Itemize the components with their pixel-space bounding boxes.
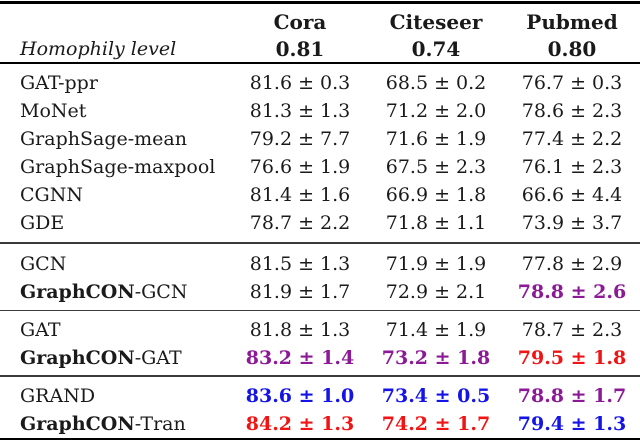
model-name-bold: GraphCON [20, 280, 135, 303]
table-header: Cora Citeseer Pubmed Homophily level 0.8… [0, 4, 640, 62]
score-cell: 83.6 ± 1.0 [245, 384, 355, 407]
top-rule [0, 1, 640, 4]
model-row: CGNN 81.4 ± 1.6 66.9 ± 1.8 66.6 ± 4.4 [0, 181, 640, 209]
model-row: GraphCON-GCN 81.9 ± 1.7 72.9 ± 2.1 78.8 … [0, 278, 640, 306]
model-name-suffix: -GAT [134, 347, 182, 369]
model-name: GraphSage-maxpool [20, 156, 216, 178]
model-row: GraphSage-mean 79.2 ± 7.7 71.6 ± 1.9 77.… [0, 125, 640, 153]
bottom-rule [0, 437, 640, 440]
score-cell: 73.9 ± 3.7 [521, 212, 623, 234]
score-cell: 77.4 ± 2.2 [521, 128, 623, 150]
score-cell: 77.8 ± 2.9 [521, 252, 623, 275]
score-cell: 78.7 ± 2.3 [521, 319, 623, 341]
score-cell: 79.5 ± 1.8 [517, 347, 627, 369]
model-row: GAT 81.8 ± 1.3 71.4 ± 1.9 78.7 ± 2.3 [0, 316, 640, 344]
model-row: GraphCON-GAT 83.2 ± 1.4 73.2 ± 1.8 79.5 … [0, 344, 640, 372]
gat-group: GAT 81.8 ± 1.3 71.4 ± 1.9 78.7 ± 2.3 Gra… [0, 311, 640, 375]
model-row: GDE 78.7 ± 2.2 71.8 ± 1.1 73.9 ± 3.7 [0, 209, 640, 237]
homophily-citeseer: 0.74 [411, 36, 461, 61]
homophily-header-row: Homophily level 0.81 0.74 0.80 [0, 35, 640, 62]
baseline-group: GAT-ppr 81.6 ± 0.3 68.5 ± 0.2 76.7 ± 0.3… [0, 64, 640, 242]
score-cell: 71.8 ± 1.1 [385, 212, 487, 234]
model-name-bold: GraphCON [20, 412, 135, 435]
score-cell: 81.5 ± 1.3 [249, 252, 351, 275]
score-cell: 74.2 ± 1.7 [381, 412, 491, 435]
model-name: GRAND [20, 384, 96, 407]
score-cell: 67.5 ± 2.3 [385, 156, 487, 178]
score-cell: 66.9 ± 1.8 [385, 184, 487, 206]
model-name: GraphSage-mean [20, 128, 187, 150]
section-rule [0, 375, 640, 377]
score-cell: 78.8 ± 2.6 [517, 280, 627, 303]
model-row: GraphCON-Tran 84.2 ± 1.3 74.2 ± 1.7 79.4… [0, 410, 640, 438]
score-cell: 81.3 ± 1.3 [249, 100, 351, 122]
model-row: GRAND 83.6 ± 1.0 73.4 ± 0.5 78.8 ± 1.7 [0, 382, 640, 410]
score-cell: 78.7 ± 2.2 [249, 212, 351, 234]
score-cell: 76.1 ± 2.3 [521, 156, 623, 178]
score-cell: 72.9 ± 2.1 [385, 280, 487, 303]
model-name-suffix: -Tran [134, 412, 186, 435]
model-row: GCN 81.5 ± 1.3 71.9 ± 1.9 77.8 ± 2.9 [0, 250, 640, 278]
header-rule [0, 62, 640, 64]
score-cell: 81.6 ± 0.3 [249, 72, 351, 94]
score-cell: 71.4 ± 1.9 [385, 319, 487, 341]
model-row: MoNet 81.3 ± 1.3 71.2 ± 2.0 78.6 ± 2.3 [0, 97, 640, 125]
homophily-pubmed: 0.80 [547, 36, 597, 61]
model-row: GAT-ppr 81.6 ± 0.3 68.5 ± 0.2 76.7 ± 0.3 [0, 69, 640, 97]
model-name: GraphCON-GCN [0, 281, 232, 303]
model-name: GraphCON-Tran [0, 413, 232, 435]
model-name: CGNN [20, 184, 83, 206]
model-name: GAT [20, 319, 61, 341]
model-name-bold: GraphCON [20, 347, 135, 369]
grand-group: GRAND 83.6 ± 1.0 73.4 ± 0.5 78.8 ± 1.7 G… [0, 377, 640, 438]
homophily-label: Homophily level [20, 37, 177, 60]
column-header-cora: Cora [273, 9, 327, 34]
gcn-group: GCN 81.5 ± 1.3 71.9 ± 1.9 77.8 ± 2.9 Gra… [0, 244, 640, 310]
score-cell: 73.2 ± 1.8 [381, 347, 491, 369]
score-cell: 79.2 ± 7.7 [249, 128, 351, 150]
score-cell: 84.2 ± 1.3 [245, 412, 355, 435]
score-cell: 78.8 ± 1.7 [517, 384, 627, 407]
model-name: MoNet [20, 100, 87, 122]
model-row: GraphSage-maxpool 76.6 ± 1.9 67.5 ± 2.3 … [0, 153, 640, 181]
section-rule [0, 242, 640, 244]
model-name: GDE [20, 212, 65, 234]
score-cell: 68.5 ± 0.2 [385, 72, 487, 94]
score-cell: 79.4 ± 1.3 [517, 412, 627, 435]
score-cell: 76.6 ± 1.9 [249, 156, 351, 178]
homophily-cora: 0.81 [275, 36, 325, 61]
score-cell: 81.8 ± 1.3 [249, 319, 351, 341]
score-cell: 71.6 ± 1.9 [385, 128, 487, 150]
column-header-pubmed: Pubmed [526, 9, 618, 34]
score-cell: 78.6 ± 2.3 [521, 100, 623, 122]
model-name: GAT-ppr [20, 72, 98, 94]
score-cell: 73.4 ± 0.5 [381, 384, 491, 407]
model-name: GraphCON-GAT [0, 347, 232, 369]
score-cell: 71.2 ± 2.0 [385, 100, 487, 122]
model-name-suffix: -GCN [134, 280, 188, 303]
score-cell: 81.4 ± 1.6 [249, 184, 351, 206]
column-header-citeseer: Citeseer [389, 9, 483, 34]
score-cell: 81.9 ± 1.7 [249, 280, 351, 303]
model-name: GCN [20, 252, 67, 275]
dataset-header-row: Cora Citeseer Pubmed [0, 8, 640, 35]
score-cell: 76.7 ± 0.3 [521, 72, 623, 94]
section-rule [0, 309, 640, 311]
score-cell: 71.9 ± 1.9 [385, 252, 487, 275]
score-cell: 66.6 ± 4.4 [521, 184, 623, 206]
score-cell: 83.2 ± 1.4 [245, 347, 355, 369]
